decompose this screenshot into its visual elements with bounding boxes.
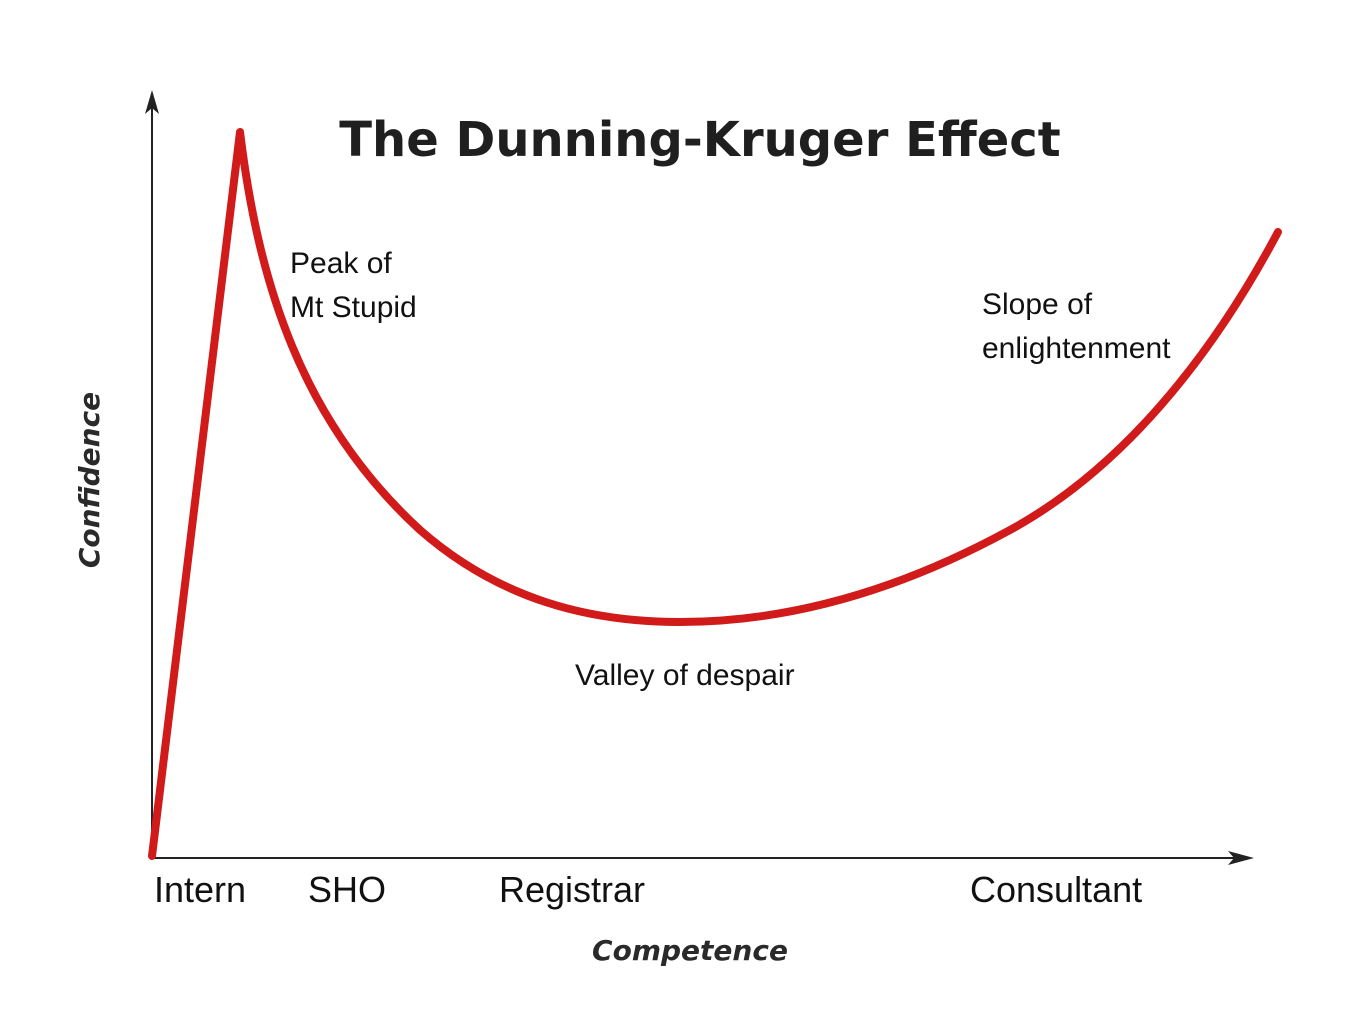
annotation-valley: Valley of despair bbox=[575, 659, 795, 692]
chart-title: The Dunning-Kruger Effect bbox=[339, 112, 1060, 168]
annotation-slope-line-2: enlightenment bbox=[982, 332, 1171, 365]
x-tick-label-sho: SHO bbox=[308, 869, 386, 910]
annotation-peak-line-1: Peak of bbox=[290, 247, 392, 280]
x-tick-label-registrar: Registrar bbox=[499, 869, 645, 910]
annotation-peak: Peak of Mt Stupid bbox=[290, 247, 417, 324]
annotation-slope-line-1: Slope of bbox=[982, 288, 1093, 321]
x-axis-arrow-icon bbox=[1228, 851, 1254, 865]
annotation-slope: Slope of enlightenment bbox=[982, 288, 1171, 365]
x-axis-label: Competence bbox=[592, 934, 788, 967]
confidence-curve bbox=[148, 128, 1282, 860]
x-tick-label-intern: Intern bbox=[154, 869, 246, 910]
annotation-peak-line-2: Mt Stupid bbox=[290, 291, 417, 324]
y-axis-label: Confidence bbox=[73, 392, 106, 568]
x-tick-label-consultant: Consultant bbox=[970, 869, 1142, 910]
annotation-valley-line-1: Valley of despair bbox=[575, 659, 795, 692]
y-axis-arrow-icon bbox=[145, 90, 159, 114]
